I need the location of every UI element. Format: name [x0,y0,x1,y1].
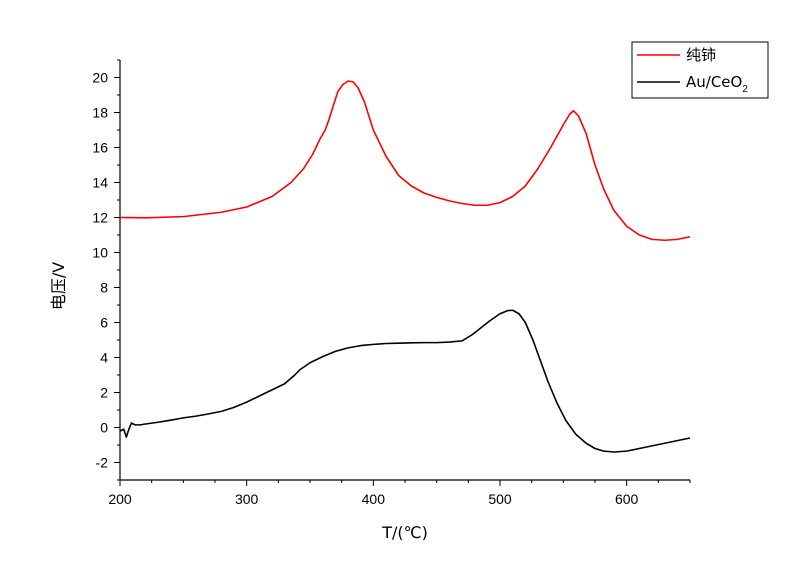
series-line-1 [119,80,691,242]
y-tick-label: 14 [92,175,108,191]
y-tick-label: -2 [96,455,109,471]
y-tick-label: 20 [92,70,108,86]
x-tick-label: 300 [235,491,259,507]
y-tick-label: 6 [100,315,108,331]
series-line-2 [119,309,691,453]
y-tick-label: 8 [100,280,108,296]
legend: 纯铈 Au/CeO2 [631,41,769,99]
tick-labels: 200 300 400 500 600 -2 0 2 4 6 8 10 12 14 16 18 20 [92,70,638,508]
legend-label-series-2: Au/CeO2 [686,73,748,95]
y-tick-label: 16 [92,140,108,156]
y-tick-label: 0 [100,420,108,436]
x-tick-label: 200 [108,491,132,507]
y-tick-label: 12 [92,210,108,226]
series-group [119,80,691,453]
legend-label-series-2-main: Au/CeO [686,73,742,91]
y-tick-label: 2 [100,385,108,401]
x-axis-title: T/(℃) [381,523,428,542]
legend-label-series-1: 纯铈 [686,46,716,64]
legend-label-series-2-sub: 2 [742,84,748,95]
y-tick-label: 4 [100,350,108,366]
y-tick-label: 10 [92,245,108,261]
x-tick-label: 500 [488,491,512,507]
ticks [114,59,691,486]
y-tick-label: 18 [92,105,108,121]
x-tick-label: 600 [615,491,639,507]
x-tick-label: 400 [362,491,386,507]
y-axis-title: 电压/V [49,262,68,310]
legend-box [631,41,769,99]
